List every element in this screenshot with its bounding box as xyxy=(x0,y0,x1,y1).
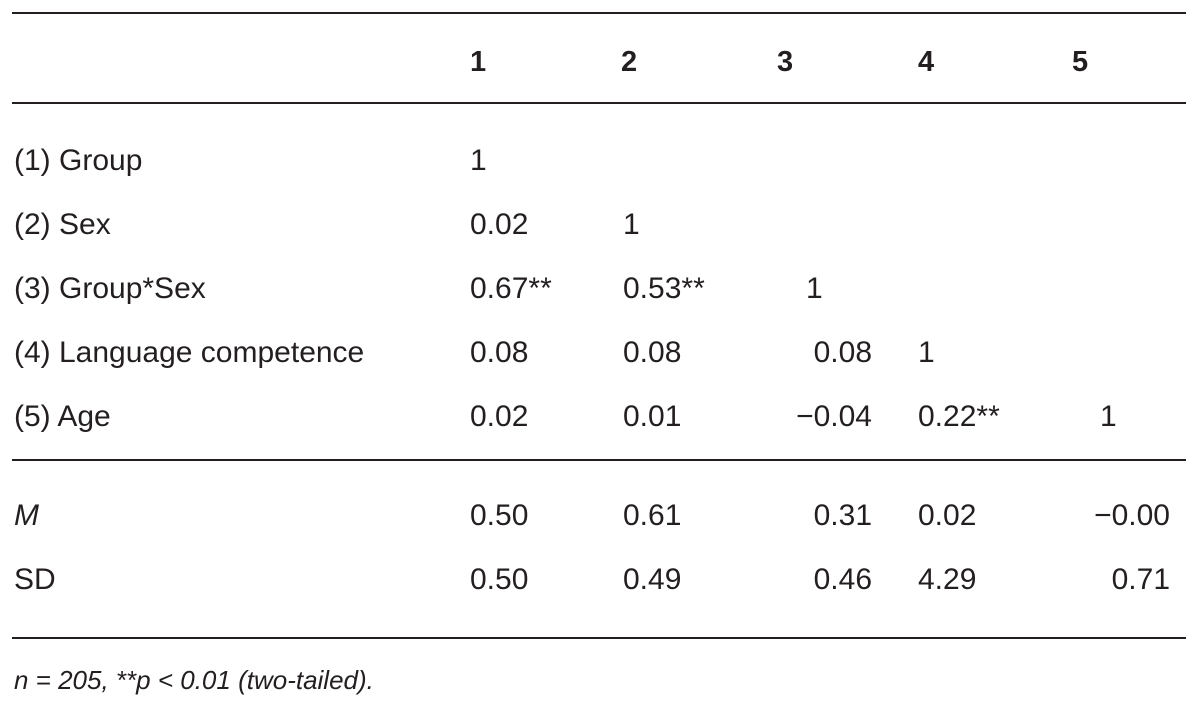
table-cell: 0.67** xyxy=(470,272,552,305)
table-cell: 0.50 xyxy=(470,499,529,532)
row-label: (5) Age xyxy=(14,400,111,433)
table-cell: 0.02 xyxy=(470,400,529,433)
table-cell: 0.61 xyxy=(623,499,682,532)
column-header-3: 3 xyxy=(777,46,794,78)
table-cell: −0.00 xyxy=(1094,499,1170,532)
table-cell: 0.53** xyxy=(623,272,705,305)
row-label: (3) Group*Sex xyxy=(14,272,206,305)
column-header-2: 2 xyxy=(621,46,638,78)
row-label: M xyxy=(14,499,39,532)
table-cell: 0.31 xyxy=(813,499,872,532)
table-cell: 0.49 xyxy=(623,563,682,596)
table-cell: 1 xyxy=(918,336,935,369)
table-top-rule xyxy=(12,12,1186,14)
table-cell: 1 xyxy=(623,208,640,241)
column-header-5: 5 xyxy=(1072,46,1089,78)
table-cell: 1 xyxy=(1100,400,1117,433)
table-cell: 4.29 xyxy=(918,563,977,596)
table-cell: 1 xyxy=(470,144,487,177)
table-cell: 0.71 xyxy=(1111,563,1170,596)
row-label: (2) Sex xyxy=(14,208,111,241)
row-label: SD xyxy=(14,563,56,596)
column-header-1: 1 xyxy=(470,46,487,78)
table-cell: 1 xyxy=(806,272,823,305)
table-cell: 0.01 xyxy=(623,400,682,433)
table-footnote: n = 205, **p < 0.01 (two-tailed). xyxy=(14,665,374,695)
table-cell: −0.04 xyxy=(796,400,872,433)
table-cell: 0.50 xyxy=(470,563,529,596)
table-bottom-rule xyxy=(12,637,1186,639)
table-cell: 0.46 xyxy=(813,563,872,596)
table-header-rule xyxy=(12,102,1186,104)
column-header-4: 4 xyxy=(918,46,935,78)
table-summary-rule xyxy=(12,459,1186,461)
table-cell: 0.08 xyxy=(813,336,872,369)
table-cell: 0.02 xyxy=(470,208,529,241)
table-cell: 0.08 xyxy=(470,336,529,369)
row-label: (1) Group xyxy=(14,144,143,177)
table-cell: 0.22** xyxy=(918,400,1000,433)
row-label: (4) Language competence xyxy=(14,336,365,369)
table-cell: 0.02 xyxy=(918,499,977,532)
table-cell: 0.08 xyxy=(623,336,682,369)
